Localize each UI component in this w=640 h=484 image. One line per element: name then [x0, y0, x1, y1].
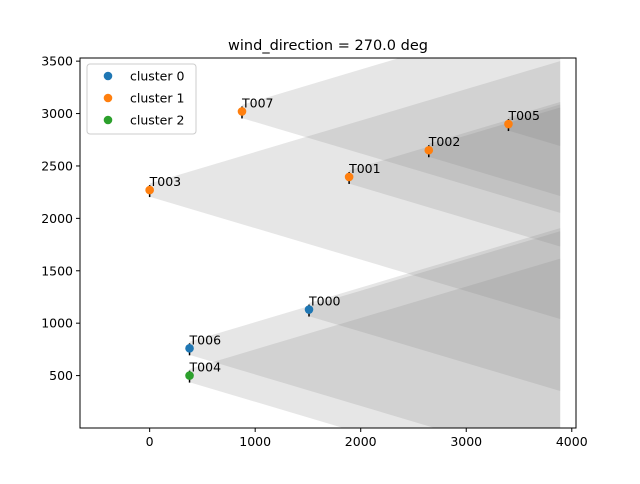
- legend-marker-1: [103, 93, 113, 103]
- point-T002: [424, 145, 434, 155]
- y-tick-label-1500: 1500: [41, 263, 73, 278]
- chart-title: wind_direction = 270.0 deg: [228, 38, 428, 54]
- turbine-markers: [145, 106, 513, 383]
- wake-T003: [149, 61, 561, 319]
- wake-T005: [508, 102, 561, 146]
- x-tick-label-1000: 1000: [239, 434, 271, 449]
- wake-T000: [309, 228, 561, 391]
- label-T001: T001: [348, 161, 381, 176]
- wake-T007: [242, 58, 561, 213]
- legend-label-2: cluster 2: [130, 113, 184, 128]
- legend-marker-2: [103, 115, 113, 125]
- legend-box: [86, 63, 197, 135]
- y-axis-ticks: 500 1000 1500 2000 2500 3000 3500: [41, 54, 80, 383]
- label-T002: T002: [428, 134, 461, 149]
- label-T004: T004: [189, 360, 222, 375]
- legend-label-0: cluster 0: [130, 69, 184, 84]
- x-tick-label-2000: 2000: [345, 434, 377, 449]
- wake-T001: [349, 107, 561, 247]
- y-tick-label-3500: 3500: [41, 54, 73, 69]
- legend-marker-0: [103, 71, 113, 81]
- point-T005: [504, 119, 513, 129]
- point-T006: [185, 344, 194, 353]
- y-tick-label-1000: 1000: [41, 316, 73, 331]
- legend: cluster 0 cluster 1 cluster 2: [86, 63, 197, 135]
- label-T006: T006: [189, 332, 222, 347]
- y-tick-label-2000: 2000: [41, 211, 73, 226]
- legend-label-1: cluster 1: [130, 91, 184, 106]
- wake-T002: [428, 104, 561, 196]
- point-T004: [185, 371, 194, 380]
- y-tick-label-3000: 3000: [41, 106, 73, 121]
- x-axis-ticks: 0 1000 2000 3000 4000: [146, 428, 588, 449]
- wake-T006: [189, 231, 561, 428]
- x-tick-label-0: 0: [146, 434, 154, 449]
- point-T007: [237, 107, 247, 116]
- wake-regions: [149, 58, 561, 428]
- y-tick-label-500: 500: [49, 368, 73, 383]
- wake-T004: [189, 258, 561, 428]
- x-tick-label-3000: 3000: [450, 434, 482, 449]
- label-T000: T000: [308, 294, 341, 309]
- turbine-labels: T000 T006 T001 T002 T003 T005 T007 T004: [149, 95, 540, 374]
- point-T000: [304, 305, 314, 314]
- label-T007: T007: [241, 95, 274, 110]
- plot-frame: [79, 57, 577, 429]
- label-T005: T005: [507, 108, 540, 123]
- label-T003: T003: [149, 174, 182, 189]
- x-tick-label-4000: 4000: [556, 434, 588, 449]
- point-T003: [145, 185, 154, 195]
- point-T001: [344, 172, 354, 182]
- y-tick-label-2500: 2500: [41, 158, 73, 173]
